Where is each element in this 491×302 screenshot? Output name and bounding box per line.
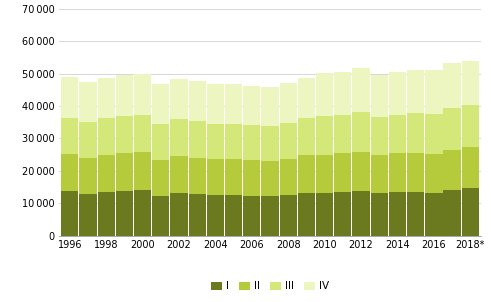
- Bar: [407, 69, 424, 113]
- Bar: [98, 118, 115, 155]
- Bar: [298, 118, 315, 155]
- Bar: [116, 191, 133, 236]
- Bar: [207, 124, 224, 159]
- Bar: [261, 196, 279, 236]
- Bar: [353, 191, 370, 236]
- Bar: [371, 117, 388, 155]
- Bar: [134, 74, 151, 115]
- Bar: [225, 195, 242, 236]
- Bar: [462, 105, 479, 146]
- Bar: [134, 153, 151, 190]
- Bar: [371, 75, 388, 117]
- Bar: [80, 122, 97, 158]
- Bar: [462, 188, 479, 236]
- Bar: [316, 73, 333, 115]
- Bar: [243, 125, 261, 160]
- Bar: [225, 124, 242, 159]
- Bar: [316, 116, 333, 155]
- Bar: [279, 83, 297, 123]
- Bar: [261, 87, 279, 126]
- Bar: [425, 70, 442, 114]
- Bar: [98, 155, 115, 192]
- Bar: [425, 193, 442, 236]
- Bar: [152, 124, 169, 159]
- Bar: [407, 113, 424, 153]
- Bar: [207, 85, 224, 124]
- Bar: [243, 160, 261, 196]
- Bar: [389, 153, 406, 192]
- Bar: [298, 78, 315, 118]
- Bar: [98, 192, 115, 236]
- Bar: [170, 156, 188, 194]
- Bar: [443, 190, 461, 236]
- Bar: [371, 193, 388, 236]
- Bar: [462, 146, 479, 188]
- Bar: [334, 72, 352, 114]
- Bar: [389, 114, 406, 153]
- Bar: [61, 118, 79, 154]
- Bar: [243, 86, 261, 125]
- Bar: [61, 191, 79, 236]
- Bar: [334, 114, 352, 153]
- Bar: [61, 154, 79, 191]
- Bar: [98, 78, 115, 118]
- Bar: [80, 158, 97, 194]
- Bar: [407, 192, 424, 236]
- Bar: [152, 159, 169, 196]
- Bar: [189, 81, 206, 121]
- Bar: [334, 153, 352, 192]
- Legend: I, II, III, IV: I, II, III, IV: [207, 277, 333, 295]
- Bar: [443, 63, 461, 108]
- Bar: [389, 72, 406, 114]
- Bar: [152, 196, 169, 236]
- Bar: [134, 115, 151, 153]
- Bar: [443, 108, 461, 150]
- Bar: [170, 119, 188, 156]
- Bar: [116, 116, 133, 153]
- Bar: [225, 159, 242, 195]
- Bar: [80, 82, 97, 122]
- Bar: [279, 159, 297, 195]
- Bar: [353, 112, 370, 152]
- Bar: [116, 76, 133, 116]
- Bar: [316, 193, 333, 236]
- Bar: [261, 161, 279, 196]
- Bar: [80, 194, 97, 236]
- Bar: [152, 84, 169, 124]
- Bar: [407, 153, 424, 192]
- Bar: [261, 126, 279, 161]
- Bar: [279, 123, 297, 159]
- Bar: [170, 194, 188, 236]
- Bar: [353, 68, 370, 112]
- Bar: [189, 158, 206, 194]
- Bar: [443, 150, 461, 190]
- Bar: [207, 195, 224, 236]
- Bar: [207, 159, 224, 195]
- Bar: [116, 153, 133, 191]
- Bar: [170, 79, 188, 119]
- Bar: [425, 114, 442, 154]
- Bar: [279, 195, 297, 236]
- Bar: [298, 193, 315, 236]
- Bar: [371, 155, 388, 193]
- Bar: [316, 155, 333, 193]
- Bar: [298, 155, 315, 193]
- Bar: [189, 194, 206, 236]
- Bar: [462, 61, 479, 105]
- Bar: [189, 121, 206, 158]
- Bar: [225, 85, 242, 124]
- Bar: [61, 77, 79, 118]
- Bar: [425, 154, 442, 193]
- Bar: [334, 192, 352, 236]
- Bar: [243, 196, 261, 236]
- Bar: [389, 192, 406, 236]
- Bar: [134, 190, 151, 236]
- Bar: [353, 152, 370, 191]
